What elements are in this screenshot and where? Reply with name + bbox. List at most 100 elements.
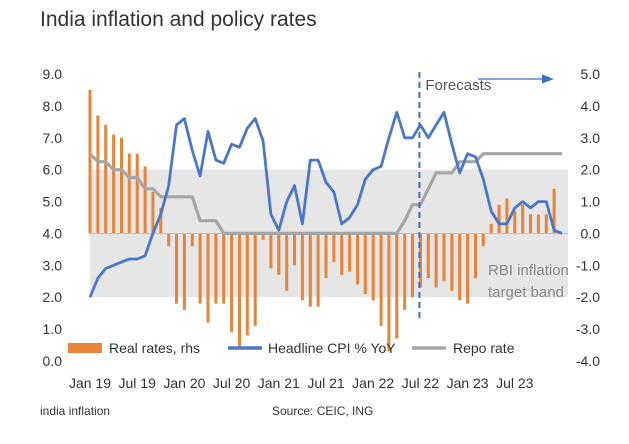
- right-axis-tick-label: 4.0: [581, 98, 601, 114]
- x-axis-tick-label: Jan 19: [69, 375, 111, 391]
- right-axis-tick-label: -1.0: [576, 257, 600, 273]
- legend-cpi-label: Headline CPI % YoY: [268, 340, 396, 356]
- real-rate-bar: [371, 233, 375, 301]
- real-rate-bar: [513, 211, 517, 234]
- left-axis-tick-label: 9.0: [43, 66, 63, 82]
- real-rates-bars: [88, 89, 556, 352]
- real-rate-bar: [104, 125, 108, 234]
- real-rate-bar: [481, 233, 485, 247]
- real-rate-bar: [411, 233, 414, 298]
- real-rate-bar: [489, 223, 493, 234]
- real-rate-bar: [143, 166, 147, 234]
- legend-repo-label: Repo rate: [453, 340, 515, 356]
- x-axis-tick-label: Jul 20: [213, 375, 251, 391]
- x-axis-tick-label: Jan 20: [163, 375, 205, 391]
- real-rate-bar: [536, 214, 540, 234]
- right-axis-tick-label: 0.0: [581, 225, 601, 241]
- real-rate-bar: [332, 233, 336, 263]
- real-rate-bar: [135, 153, 139, 234]
- real-rate-bar: [458, 233, 462, 301]
- real-rate-bar: [450, 233, 454, 291]
- real-rate-bar: [238, 233, 241, 349]
- cpi-line: [88, 110, 563, 298]
- real-rate-bar: [214, 233, 218, 304]
- x-axis-tick-label: Jul 19: [119, 375, 157, 391]
- forecast-label: Forecasts: [425, 77, 491, 94]
- band-label-line1: RBI inflation: [488, 262, 569, 279]
- real-rate-bar: [466, 233, 470, 304]
- left-axis-tick-label: 2.0: [43, 289, 63, 305]
- real-rate-bar: [434, 233, 438, 288]
- real-rate-bar: [245, 233, 249, 336]
- real-rate-bar: [253, 233, 257, 326]
- right-axis-tick-label: -3.0: [576, 321, 600, 337]
- left-axis-ticks: 0.0 1.0 2.0 3.0 4.0 5.0 6.0 7.0 8.0 9.0: [43, 66, 63, 369]
- left-axis-tick-label: 6.0: [43, 162, 63, 178]
- real-rate-bar: [442, 233, 446, 282]
- real-rate-bar: [159, 207, 163, 234]
- real-rate-bar: [120, 137, 123, 234]
- x-axis-tick-label: Jul 23: [496, 375, 534, 391]
- x-axis-tick-label: Jan 21: [258, 375, 300, 391]
- real-rate-bar: [112, 134, 116, 234]
- left-axis-tick-label: 7.0: [43, 130, 63, 146]
- real-rate-bar: [379, 233, 383, 326]
- left-axis-tick-label: 8.0: [43, 98, 63, 114]
- left-axis-tick-label: 3.0: [43, 257, 63, 273]
- real-rate-bar: [544, 214, 548, 234]
- real-rate-bar: [222, 233, 226, 304]
- legend-real-rates-label: Real rates, rhs: [109, 340, 200, 356]
- band-label-line2: target band: [488, 284, 564, 301]
- left-axis-tick-label: 4.0: [43, 225, 63, 241]
- left-axis-tick-label: 5.0: [43, 194, 63, 210]
- real-rate-bar: [497, 204, 501, 234]
- real-rate-bar: [269, 233, 273, 269]
- real-rate-bar: [340, 233, 344, 275]
- right-axis-tick-label: -4.0: [576, 353, 600, 369]
- real-rate-bar: [182, 233, 186, 310]
- real-rate-bar: [96, 115, 100, 234]
- left-axis-tick-label: 1.0: [43, 321, 63, 337]
- repo-rate-line: [88, 152, 562, 235]
- x-axis-tick-label: Jan 23: [447, 375, 489, 391]
- right-axis-tick-label: 3.0: [581, 130, 601, 146]
- real-rate-bar: [356, 233, 359, 285]
- forecast-arrowhead: [542, 74, 554, 84]
- real-rate-bar: [316, 233, 320, 307]
- right-axis-tick-label: 5.0: [581, 66, 601, 82]
- x-axis-ticks: Jan 19 Jul 19 Jan 20 Jul 20 Jan 21 Jul 21 Jan …: [69, 375, 534, 391]
- real-rate-bar: [403, 233, 407, 310]
- real-rate-bar: [529, 214, 532, 234]
- real-rate-bar: [552, 188, 556, 234]
- real-rate-bar: [363, 233, 367, 294]
- real-rate-bar: [395, 233, 399, 339]
- legend: Real rates, rhs Headline CPI % YoY Repo …: [68, 340, 515, 356]
- real-rate-bar: [348, 233, 352, 272]
- real-rate-bar: [521, 204, 525, 234]
- real-rate-bar: [293, 233, 296, 266]
- band-label: RBI inflation target band: [488, 262, 569, 301]
- real-rate-bar: [88, 89, 92, 234]
- real-rate-bar: [324, 233, 328, 278]
- real-rate-bar: [261, 233, 265, 240]
- real-rate-bar: [175, 233, 178, 304]
- real-rate-bar: [151, 192, 155, 234]
- x-axis-tick-label: Jan 22: [352, 375, 394, 391]
- real-rate-bar: [190, 233, 194, 247]
- source-note: Source: CEIC, ING: [272, 404, 374, 418]
- legend-real-rates-swatch: [68, 343, 102, 353]
- right-axis-tick-label: 1.0: [581, 194, 601, 210]
- real-rate-bar: [198, 233, 202, 304]
- real-rate-bar: [387, 233, 391, 352]
- real-rate-bar: [277, 233, 281, 275]
- real-rate-bar: [206, 233, 210, 323]
- footer-tag: india inflation: [40, 404, 111, 418]
- real-rate-bar: [426, 233, 430, 278]
- real-rate-bar: [285, 233, 289, 291]
- right-axis-tick-label: 2.0: [581, 162, 601, 178]
- chart-title: India inflation and policy rates: [40, 8, 317, 31]
- real-rate-bar: [167, 233, 171, 247]
- chart-svg: RBI inflation target band Forecasts 0.0 1…: [43, 66, 601, 391]
- right-axis-tick-label: -2.0: [576, 289, 600, 305]
- real-rate-bar: [127, 153, 131, 234]
